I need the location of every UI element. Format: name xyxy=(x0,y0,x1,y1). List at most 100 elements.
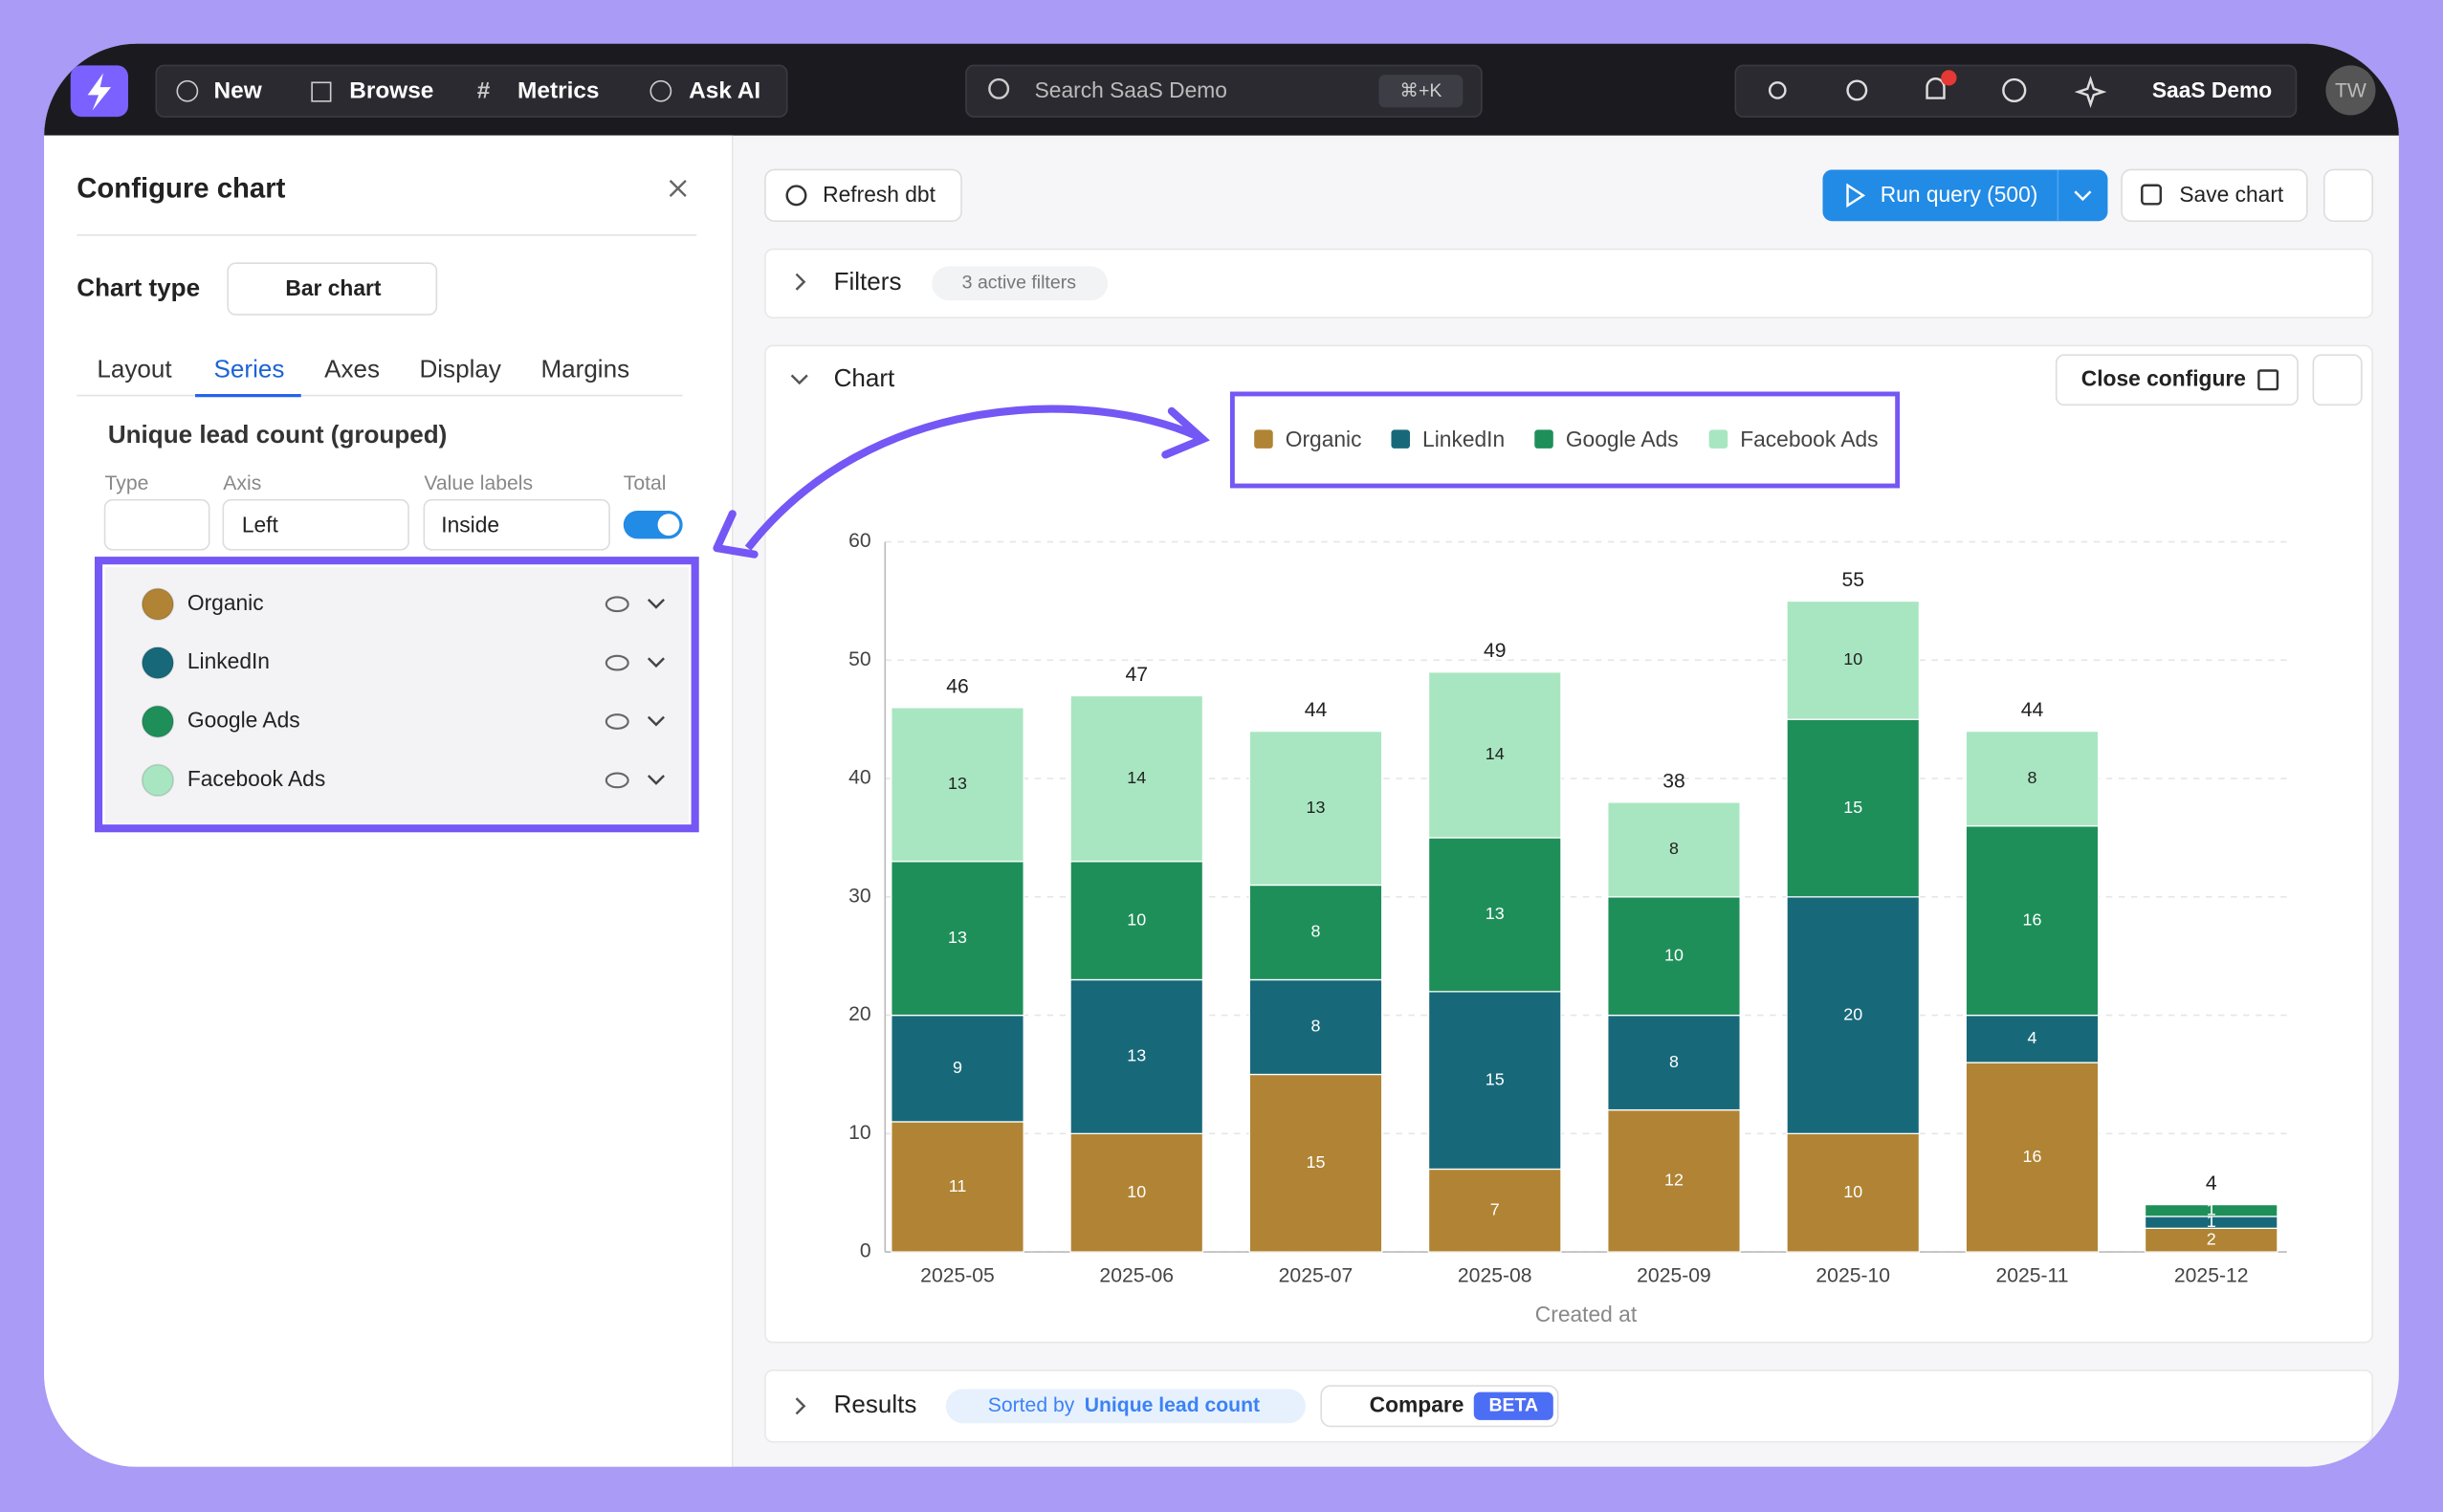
chart-type-select[interactable] xyxy=(227,262,438,316)
segment-label: 15 xyxy=(1486,1069,1505,1088)
nav-new[interactable]: New xyxy=(214,78,263,104)
value-labels-select[interactable] xyxy=(423,498,610,551)
close-configure-icon xyxy=(2257,369,2279,391)
segment-label: 14 xyxy=(1486,744,1505,763)
bar-segment xyxy=(891,1014,1024,1123)
bar-segment xyxy=(1069,694,1204,863)
series-expand[interactable] xyxy=(647,775,665,785)
theme-button[interactable] xyxy=(1768,81,1787,99)
window: New Browse # Metrics Ask AI Search SaaS … xyxy=(44,43,2399,1467)
sorted-field: Unique lead count xyxy=(1085,1394,1260,1416)
x-tick-label: 2025-12 xyxy=(2174,1265,2249,1287)
bar-segment xyxy=(2144,1203,2278,1217)
refresh-icon xyxy=(785,185,807,207)
visibility-toggle[interactable] xyxy=(605,772,629,789)
chart-type-value: Bar chart xyxy=(285,275,381,300)
series-swatch[interactable] xyxy=(141,587,175,621)
ai-button[interactable] xyxy=(2074,76,2107,108)
tab[interactable]: Axes xyxy=(324,354,380,383)
series-expand[interactable] xyxy=(647,599,665,609)
segment-label: 8 xyxy=(2028,768,2037,787)
bar-segment xyxy=(1069,978,1204,1134)
results-card[interactable] xyxy=(764,1370,2374,1443)
bar-segment xyxy=(891,707,1024,863)
metrics-icon: # xyxy=(477,78,491,104)
segment-label: 15 xyxy=(1307,1152,1326,1172)
y-tick-label: 40 xyxy=(848,767,871,789)
ai-icon xyxy=(649,79,672,102)
nav-browse[interactable]: Browse xyxy=(349,78,433,104)
segment-label: 13 xyxy=(948,774,967,793)
link-button[interactable] xyxy=(2322,168,2374,223)
bar-segment xyxy=(1965,730,2100,827)
legend-swatch xyxy=(1254,429,1273,449)
settings-button[interactable] xyxy=(1846,79,1868,101)
filters-badge xyxy=(932,266,1109,301)
x-axis-title: Created at xyxy=(1535,1302,1638,1326)
project-name[interactable]: SaaS Demo xyxy=(2152,77,2272,102)
run-button[interactable] xyxy=(1822,169,2108,222)
avatar[interactable] xyxy=(2325,65,2376,116)
tab[interactable]: Layout xyxy=(97,354,172,383)
bar-segment xyxy=(1427,1168,1562,1253)
chart-chevron[interactable] xyxy=(790,374,808,385)
segment-label: 10 xyxy=(1127,909,1146,929)
sort-badge[interactable] xyxy=(945,1389,1306,1424)
filters-chevron xyxy=(795,273,806,291)
highlight-box xyxy=(94,557,699,833)
tab[interactable]: Display xyxy=(419,354,500,383)
x-tick-label: 2025-11 xyxy=(1995,1265,2068,1287)
run-label: Run query (500) xyxy=(1881,182,2038,207)
segment-label: 13 xyxy=(1127,1046,1146,1065)
shortcut: ⌘+K xyxy=(1399,80,1442,101)
type-select[interactable] xyxy=(103,498,210,551)
series-name: Organic xyxy=(187,590,264,615)
segment-label: 10 xyxy=(1843,1182,1862,1201)
legend-label: Facebook Ads xyxy=(1740,427,1878,451)
x-tick-label: 2025-07 xyxy=(1279,1265,1354,1287)
series-swatch[interactable] xyxy=(141,705,175,738)
series-swatch[interactable] xyxy=(141,646,175,680)
tab[interactable]: Margins xyxy=(540,354,629,383)
group-title: Unique lead count (grouped) xyxy=(108,420,448,449)
nav-ask-ai[interactable]: Ask AI xyxy=(689,78,760,104)
series-swatch[interactable] xyxy=(141,763,175,797)
visibility-toggle[interactable] xyxy=(605,654,629,671)
save-label: Save chart xyxy=(2179,182,2284,207)
export-button[interactable] xyxy=(2312,354,2363,406)
close-configure-button[interactable] xyxy=(2055,354,2299,406)
visibility-toggle[interactable] xyxy=(605,596,629,613)
run-menu[interactable] xyxy=(2074,190,2092,202)
logo-icon xyxy=(87,73,112,111)
run-icon xyxy=(1846,183,1866,208)
series-expand[interactable] xyxy=(647,657,665,668)
x-tick-label: 2025-09 xyxy=(1637,1265,1711,1287)
refresh-button[interactable] xyxy=(764,168,962,223)
total-label: 47 xyxy=(1125,664,1148,686)
segment-label: 14 xyxy=(1127,768,1146,787)
beta-label: BETA xyxy=(1488,1394,1538,1415)
filters-card[interactable] xyxy=(764,248,2374,318)
compare-label: Compare xyxy=(1370,1391,1464,1416)
bar-segment xyxy=(891,1121,1024,1253)
series-expand[interactable] xyxy=(647,715,665,727)
segment-label: 8 xyxy=(1311,922,1321,941)
y-tick-label: 20 xyxy=(848,1003,871,1025)
segment-label: 7 xyxy=(1490,1200,1500,1219)
bar-segment xyxy=(1069,861,1204,981)
save-button[interactable] xyxy=(2121,168,2308,223)
panel-close[interactable] xyxy=(669,180,687,198)
browse-icon xyxy=(311,81,332,102)
nav-metrics[interactable]: Metrics xyxy=(517,78,599,104)
tab[interactable]: Series xyxy=(214,354,285,383)
notifications-button[interactable] xyxy=(1926,77,1946,99)
panel-title: Configure chart xyxy=(77,172,285,204)
search-box[interactable] xyxy=(965,64,1483,118)
bar-segment xyxy=(1248,884,1383,981)
visibility-toggle[interactable] xyxy=(605,713,629,730)
axis-select[interactable] xyxy=(222,498,409,551)
results-title: Results xyxy=(834,1390,917,1418)
toggle-knob xyxy=(657,514,680,537)
help-button[interactable] xyxy=(2002,77,2027,103)
